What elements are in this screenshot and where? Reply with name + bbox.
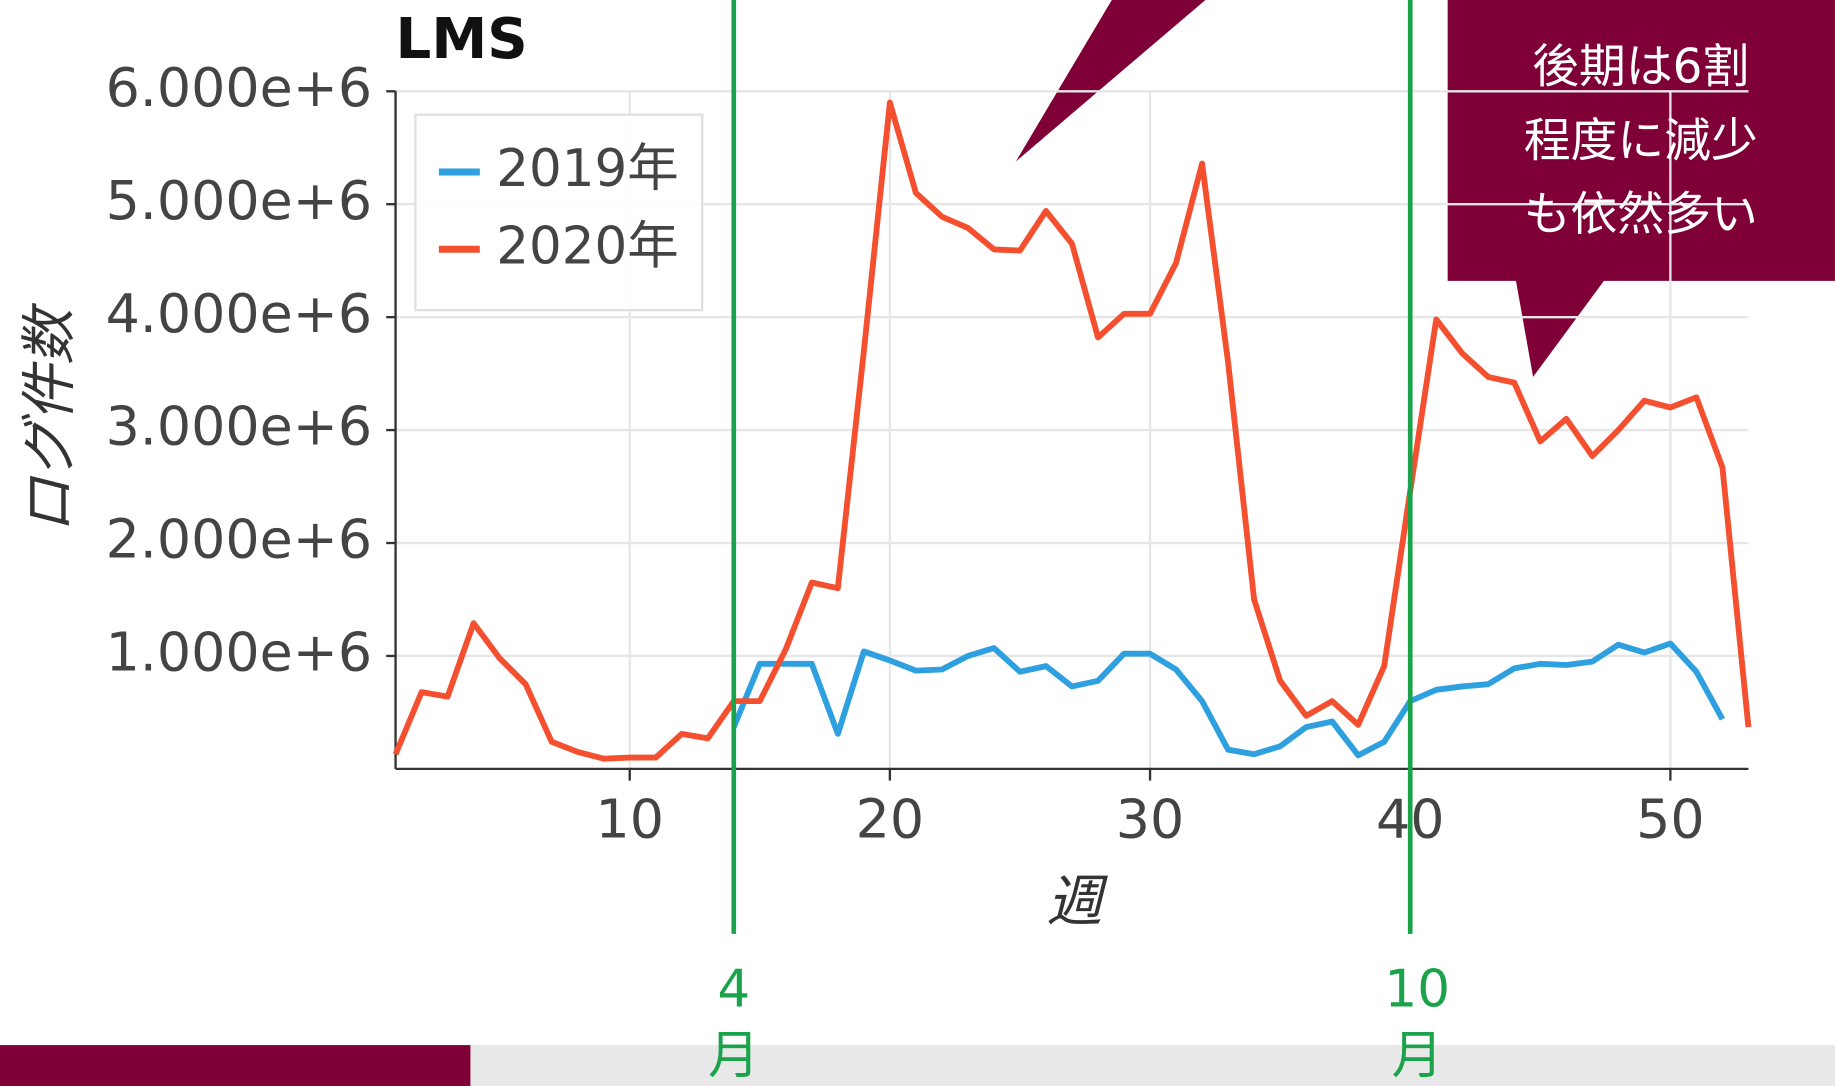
callout-text: 程度に減少 <box>1524 114 1758 168</box>
y-tick-label: 3.000e+6 <box>106 395 373 458</box>
y-tick-label: 1.000e+6 <box>106 621 373 684</box>
y-tick-label: 6.000e+6 <box>106 56 373 119</box>
legend-label: 2019年 <box>496 139 679 199</box>
month-label: 10 <box>1384 959 1450 1019</box>
x-tick-label: 30 <box>1116 787 1185 850</box>
x-tick-label: 50 <box>1636 787 1705 850</box>
series-line <box>731 640 1725 759</box>
y-axis-label: ログ件数 <box>17 302 82 533</box>
legend-label: 2020年 <box>496 216 679 276</box>
y-tick-label: 2.000e+6 <box>106 508 373 571</box>
x-axis-label: 週 <box>1046 869 1108 934</box>
x-tick-label: 20 <box>856 787 924 850</box>
month-label: 月 <box>708 1026 759 1086</box>
footer-left <box>0 1045 471 1086</box>
legend-box <box>414 113 704 312</box>
month-label: 月 <box>1391 1026 1442 1086</box>
chart-title: LMS <box>396 7 528 72</box>
month-label: 4 <box>717 959 750 1019</box>
series-line <box>392 99 1752 762</box>
callout-tail-top <box>1015 0 1206 162</box>
y-tick-label: 5.000e+6 <box>106 169 373 232</box>
callout-text: も依然多い <box>1524 188 1758 242</box>
x-tick-label: 10 <box>595 787 663 850</box>
callout-text: 後期は6割 <box>1532 41 1749 95</box>
callout-box <box>1447 0 1835 281</box>
footer-right <box>470 1045 1835 1086</box>
callout-tail <box>1515 278 1606 377</box>
y-tick-label: 4.000e+6 <box>106 282 373 345</box>
